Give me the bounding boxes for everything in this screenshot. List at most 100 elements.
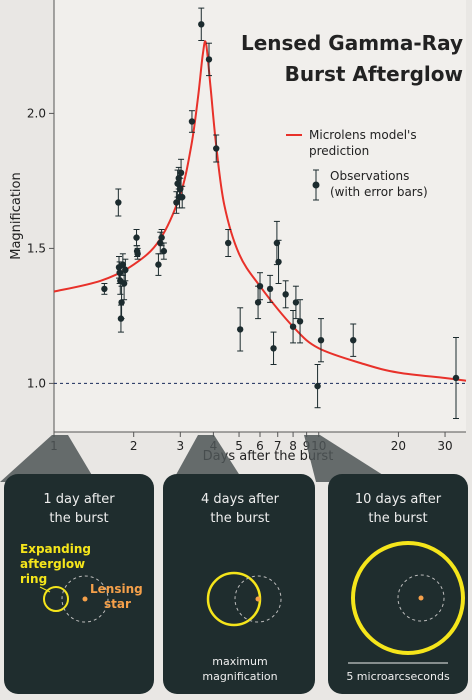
lensing-star-3	[418, 595, 424, 601]
x-axis-label: Days after the burst	[203, 449, 334, 464]
observation-marker	[256, 283, 264, 290]
observation-marker	[116, 269, 123, 276]
panel-day-10: 10 days after the burst 5 microarcsecond…	[328, 474, 468, 694]
panel-2-label-1: 4 days after	[201, 492, 280, 507]
panel-2-caption-1: maximum	[212, 655, 267, 668]
observation-marker	[205, 56, 213, 63]
observation-marker	[120, 280, 128, 287]
panel-day-1: 1 day after the burst Expanding afterglo…	[4, 474, 154, 694]
callout-wedge-1	[0, 435, 96, 482]
observation-marker	[133, 234, 140, 241]
y-tick-label: 1.5	[27, 241, 46, 255]
x-tick-label: 6	[256, 439, 264, 453]
observation-marker	[101, 285, 108, 293]
observation-point	[296, 299, 304, 344]
afterglow-ring-large	[351, 541, 465, 655]
observation-marker	[270, 345, 277, 352]
callout-wedge-4	[172, 435, 244, 482]
einstein-ring-3	[397, 574, 445, 622]
observation-marker	[296, 318, 304, 325]
observation-marker	[350, 337, 357, 344]
einstein-ring-2	[234, 575, 282, 623]
y-tick-label: 2.0	[27, 106, 46, 120]
observation-point	[236, 307, 244, 352]
observation-marker	[224, 239, 232, 247]
star-label-2: star	[104, 597, 131, 611]
afterglow-ring-small	[43, 586, 69, 612]
x-tick-label: 3	[176, 439, 184, 453]
x-tick-label: 9	[303, 439, 311, 453]
chart-title-line2: Burst Afterglow	[285, 62, 463, 86]
observation-point	[198, 7, 205, 41]
observation-marker	[254, 299, 262, 306]
observation-marker	[213, 145, 220, 152]
observation-point	[452, 337, 460, 419]
y-axis-label: Magnification	[9, 172, 24, 260]
observation-point	[188, 110, 196, 133]
panel-3-label-2: the burst	[368, 511, 427, 526]
observation-point	[122, 258, 129, 282]
observation-point	[213, 134, 220, 163]
observation-marker	[314, 382, 321, 390]
observation-marker	[177, 169, 185, 176]
observation-marker	[158, 234, 165, 241]
observation-point	[292, 285, 300, 320]
observation-marker	[289, 323, 297, 330]
panel-3-bg	[328, 474, 468, 694]
panel-2-caption-2: magnification	[202, 670, 277, 683]
observation-point	[314, 364, 321, 409]
observation-marker	[179, 193, 186, 201]
legend-model-label-2: prediction	[309, 144, 369, 158]
observation-marker	[119, 261, 127, 268]
legend-obs-marker	[312, 181, 320, 189]
panel-1-bg	[4, 474, 154, 694]
x-tick-label: 20	[391, 439, 406, 453]
observation-point	[134, 247, 141, 260]
observation-point	[177, 158, 185, 187]
observation-point	[282, 280, 289, 309]
ring-label-pointer	[39, 586, 51, 593]
x-tick-label: 2	[130, 439, 138, 453]
legend-model-label-1: Microlens model's	[309, 128, 417, 142]
observation-marker	[275, 258, 282, 266]
observation-point	[317, 318, 325, 363]
observation-point	[256, 272, 264, 301]
y-ticks: 1.0 1.5 2.0	[27, 106, 54, 390]
observation-marker	[188, 118, 196, 125]
legend-obs-label-1: Observations	[330, 169, 409, 183]
y-tick-label: 1.0	[27, 376, 46, 390]
observation-point	[266, 274, 274, 303]
observation-point	[173, 191, 180, 214]
x-tick-label: 5	[235, 439, 243, 453]
observation-point	[179, 185, 186, 209]
observation-marker	[292, 299, 300, 306]
panel-1-label-1: 1 day after	[43, 492, 115, 507]
einstein-ring-1	[61, 575, 109, 623]
star-label-1: Lensing	[90, 582, 143, 596]
observation-point	[101, 283, 108, 295]
x-tick-label: 30	[437, 439, 452, 453]
callout-wedge-10	[304, 435, 394, 482]
observation-marker	[452, 374, 460, 382]
observation-marker	[155, 261, 162, 268]
observation-point	[289, 310, 297, 344]
observation-point	[254, 285, 262, 320]
observation-point	[205, 42, 213, 77]
observation-point	[270, 331, 277, 365]
observation-point	[275, 239, 282, 284]
observation-point	[115, 188, 122, 217]
observation-point	[350, 323, 357, 357]
panel-2-bg	[163, 474, 315, 694]
panel-3-label-1: 10 days after	[355, 492, 442, 507]
plot-area	[54, 0, 466, 432]
observation-points	[101, 7, 460, 419]
legend-obs-label-2: (with error bars)	[330, 185, 428, 199]
scale-bar-label: 5 microarcseconds	[346, 670, 450, 683]
x-tick-label: 8	[289, 439, 297, 453]
observation-marker	[236, 326, 244, 333]
observation-marker	[160, 247, 168, 255]
legend: Microlens model's prediction Observation…	[286, 128, 428, 201]
x-tick-label: 7	[274, 439, 282, 453]
observation-marker	[317, 337, 325, 344]
